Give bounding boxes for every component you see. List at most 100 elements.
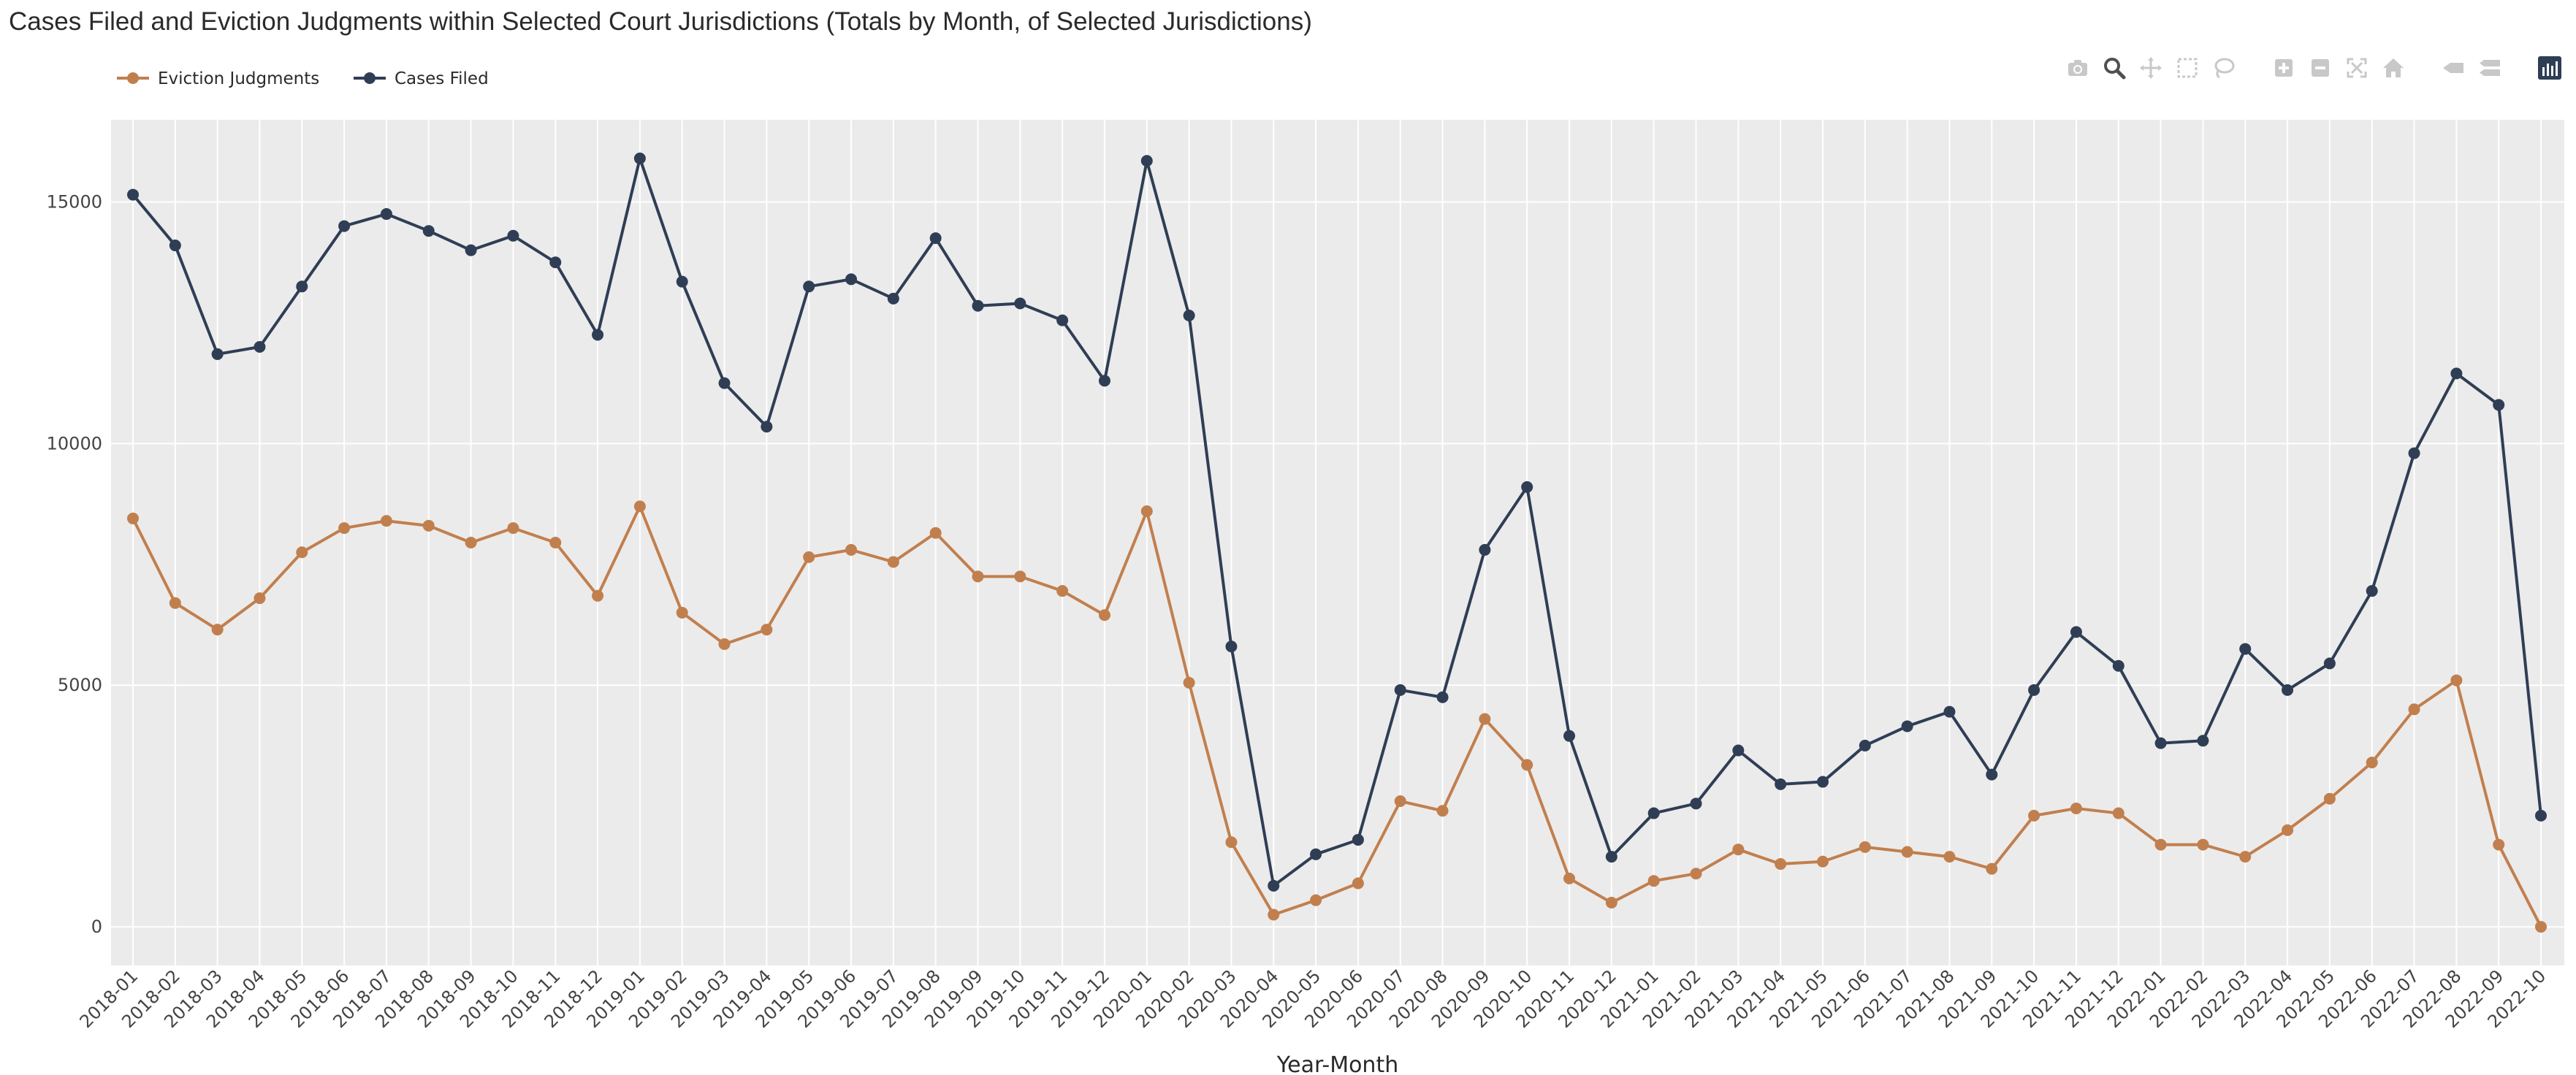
data-point[interactable] [1394,684,1406,696]
data-point[interactable] [845,273,858,286]
data-point[interactable] [1690,797,1702,810]
data-point[interactable] [1816,855,1829,868]
data-point[interactable] [1943,851,1956,863]
data-point[interactable] [1563,730,1576,742]
data-point[interactable] [1732,843,1745,856]
data-point[interactable] [338,522,351,535]
data-point[interactable] [592,329,604,341]
data-point[interactable] [380,208,392,221]
data-point[interactable] [2450,367,2463,380]
legend-item[interactable]: Cases Filed [354,69,489,88]
data-point[interactable] [1352,833,1364,846]
data-point[interactable] [2112,807,2125,819]
data-point[interactable] [1647,807,1660,819]
data-point[interactable] [718,377,731,389]
data-point[interactable] [422,519,435,532]
data-point[interactable] [549,256,562,269]
data-point[interactable] [592,589,604,602]
data-point[interactable] [2323,792,2336,805]
data-point[interactable] [1310,848,1322,860]
data-point[interactable] [1479,713,1491,725]
data-point[interactable] [676,606,688,619]
data-point[interactable] [803,280,815,293]
data-point[interactable] [254,341,266,353]
data-point[interactable] [338,220,351,232]
data-point[interactable] [2070,626,2082,638]
autoscale-button[interactable] [2344,56,2370,83]
data-point[interactable] [1521,759,1533,771]
data-point[interactable] [465,244,477,256]
data-point[interactable] [1943,705,1956,718]
data-point[interactable] [1310,894,1322,906]
data-point[interactable] [887,292,899,305]
data-point[interactable] [127,188,139,201]
data-point[interactable] [465,537,477,548]
data-point[interactable] [1014,297,1026,310]
data-point[interactable] [1268,879,1280,892]
data-point[interactable] [718,638,731,650]
data-point[interactable] [1521,481,1533,493]
data-point[interactable] [1986,862,1998,875]
data-point[interactable] [2535,921,2547,933]
data-point[interactable] [2493,838,2505,851]
data-point[interactable] [211,348,224,360]
plotly-logo-button[interactable] [2537,56,2563,83]
data-point[interactable] [1775,778,1787,790]
data-point[interactable] [169,597,181,609]
camera-button[interactable] [2065,56,2091,83]
data-point[interactable] [1859,841,1871,853]
data-point[interactable] [211,624,224,636]
zoom-in-button[interactable] [2271,56,2297,83]
legend[interactable]: Eviction Judgments Cases Filed [117,69,489,88]
data-point[interactable] [2028,684,2040,696]
data-point[interactable] [2282,824,2294,836]
data-point[interactable] [1098,375,1110,387]
box-select-button[interactable] [2174,56,2200,83]
data-point[interactable] [1183,676,1195,689]
data-point[interactable] [1056,585,1069,597]
data-point[interactable] [1732,744,1745,757]
data-point[interactable] [2112,659,2125,672]
data-point[interactable] [1436,691,1449,703]
data-point[interactable] [422,225,435,237]
data-point[interactable] [2282,684,2294,696]
data-point[interactable] [1901,846,1913,858]
data-point[interactable] [761,624,773,636]
data-point[interactable] [803,551,815,563]
data-point[interactable] [1352,877,1364,890]
compare-hover-button[interactable] [2477,56,2503,83]
data-point[interactable] [2450,674,2463,686]
data-point[interactable] [761,421,773,433]
zoom-button[interactable] [2101,56,2127,83]
data-point[interactable] [1183,309,1195,321]
data-point[interactable] [2535,809,2547,822]
data-point[interactable] [633,500,646,513]
data-point[interactable] [1479,543,1491,556]
data-point[interactable] [2366,585,2378,597]
data-point[interactable] [1775,858,1787,871]
data-point[interactable] [549,537,562,548]
data-point[interactable] [2197,735,2209,747]
data-point[interactable] [1605,851,1617,863]
data-point[interactable] [2239,851,2252,863]
data-point[interactable] [2154,737,2167,749]
data-point[interactable] [1690,868,1702,880]
data-point[interactable] [1647,875,1660,887]
data-point[interactable] [1140,505,1153,517]
pan-button[interactable] [2138,56,2164,83]
data-point[interactable] [1098,609,1110,621]
data-point[interactable] [2408,447,2420,459]
data-point[interactable] [2366,757,2378,769]
data-point[interactable] [1859,739,1871,751]
data-point[interactable] [887,556,899,568]
data-point[interactable] [972,570,984,583]
data-point[interactable] [2028,809,2040,822]
data-point[interactable] [2493,399,2505,411]
data-point[interactable] [1140,155,1153,167]
data-point[interactable] [507,229,519,242]
data-point[interactable] [2239,643,2252,655]
data-point[interactable] [633,152,646,164]
data-point[interactable] [972,299,984,312]
data-point[interactable] [1014,570,1026,583]
data-point[interactable] [845,543,858,556]
